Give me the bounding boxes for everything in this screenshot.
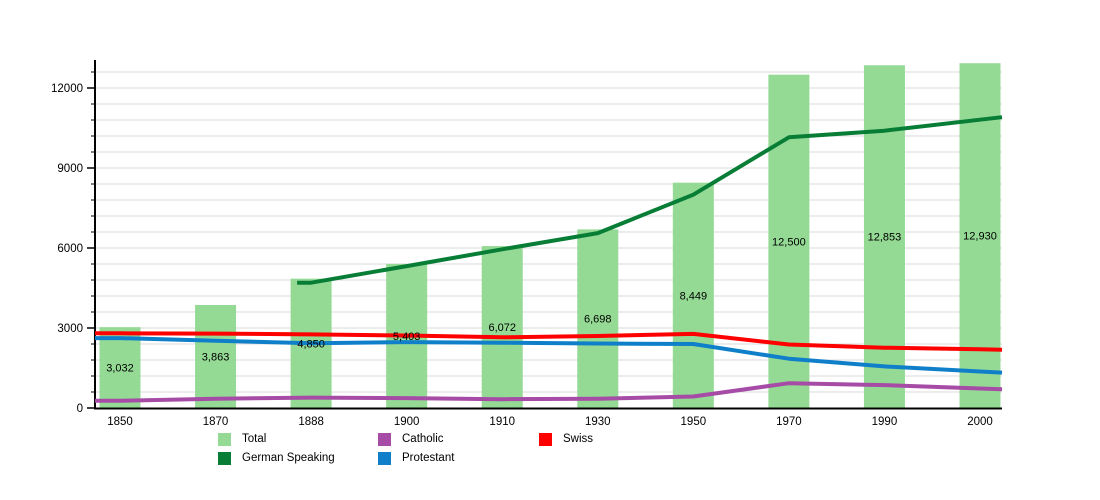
bar-1990 (863, 65, 905, 409)
line-catholic (95, 381, 1003, 403)
bar-value-labels: 3,032 3,863 4,850 5,403 6,072 6,698 8,449 12,50… (106, 231, 997, 375)
bar-label-1930: 6,698 (584, 314, 612, 326)
line-swiss (95, 331, 1003, 352)
line-german-speaking (297, 115, 1003, 285)
y-tick-labels: 0 3000 6000 9000 12000 (51, 83, 83, 415)
x-tick-label-1900: 1900 (394, 416, 420, 428)
y-tick-label-9000: 9000 (57, 163, 83, 175)
x-tick-label-1990: 1990 (872, 416, 898, 428)
total-bars (99, 63, 1001, 409)
x-tick-label-1870: 1870 (203, 416, 229, 428)
bar-label-1870: 3,863 (202, 351, 230, 363)
y-tick-label-0: 0 (77, 403, 83, 415)
bar-label-1990: 12,853 (868, 232, 902, 244)
x-tick-label-1950: 1950 (681, 416, 707, 428)
x-tick-label-1930: 1930 (585, 416, 611, 428)
y-tick-label-6000: 6000 (57, 243, 83, 255)
bar-1870 (195, 304, 237, 408)
bar-1930 (577, 229, 619, 408)
x-tick-label-1970: 1970 (776, 416, 802, 428)
bar-label-1888: 4,850 (297, 338, 325, 350)
bar-1970 (768, 74, 810, 409)
bar-1950 (672, 182, 714, 408)
y-tick-label-3000: 3000 (57, 323, 83, 335)
gridlines (95, 71, 1002, 393)
bar-1910 (481, 246, 523, 408)
bar-label-1910: 6,072 (488, 322, 516, 334)
x-tick-label-1910: 1910 (489, 416, 515, 428)
bar-label-2000: 12,930 (963, 231, 997, 243)
bar-1850 (99, 327, 141, 408)
y-tick-label-12000: 12000 (51, 83, 83, 95)
x-tick-label-1888: 1888 (298, 416, 324, 428)
x-tick-label-2000: 2000 (967, 416, 993, 428)
bar-label-1950: 8,449 (680, 290, 708, 302)
bar-label-1850: 3,032 (106, 363, 134, 375)
bar-label-1900: 5,403 (393, 331, 421, 343)
data-lines (95, 115, 1003, 403)
x-tick-labels: 1850 1870 1888 1900 1910 1930 1950 1970 1990 2000 (107, 416, 993, 428)
line-protestant (95, 336, 1003, 375)
bar-label-1970: 12,500 (772, 236, 806, 248)
x-tick-label-1850: 1850 (107, 416, 133, 428)
axes (87, 60, 1002, 410)
